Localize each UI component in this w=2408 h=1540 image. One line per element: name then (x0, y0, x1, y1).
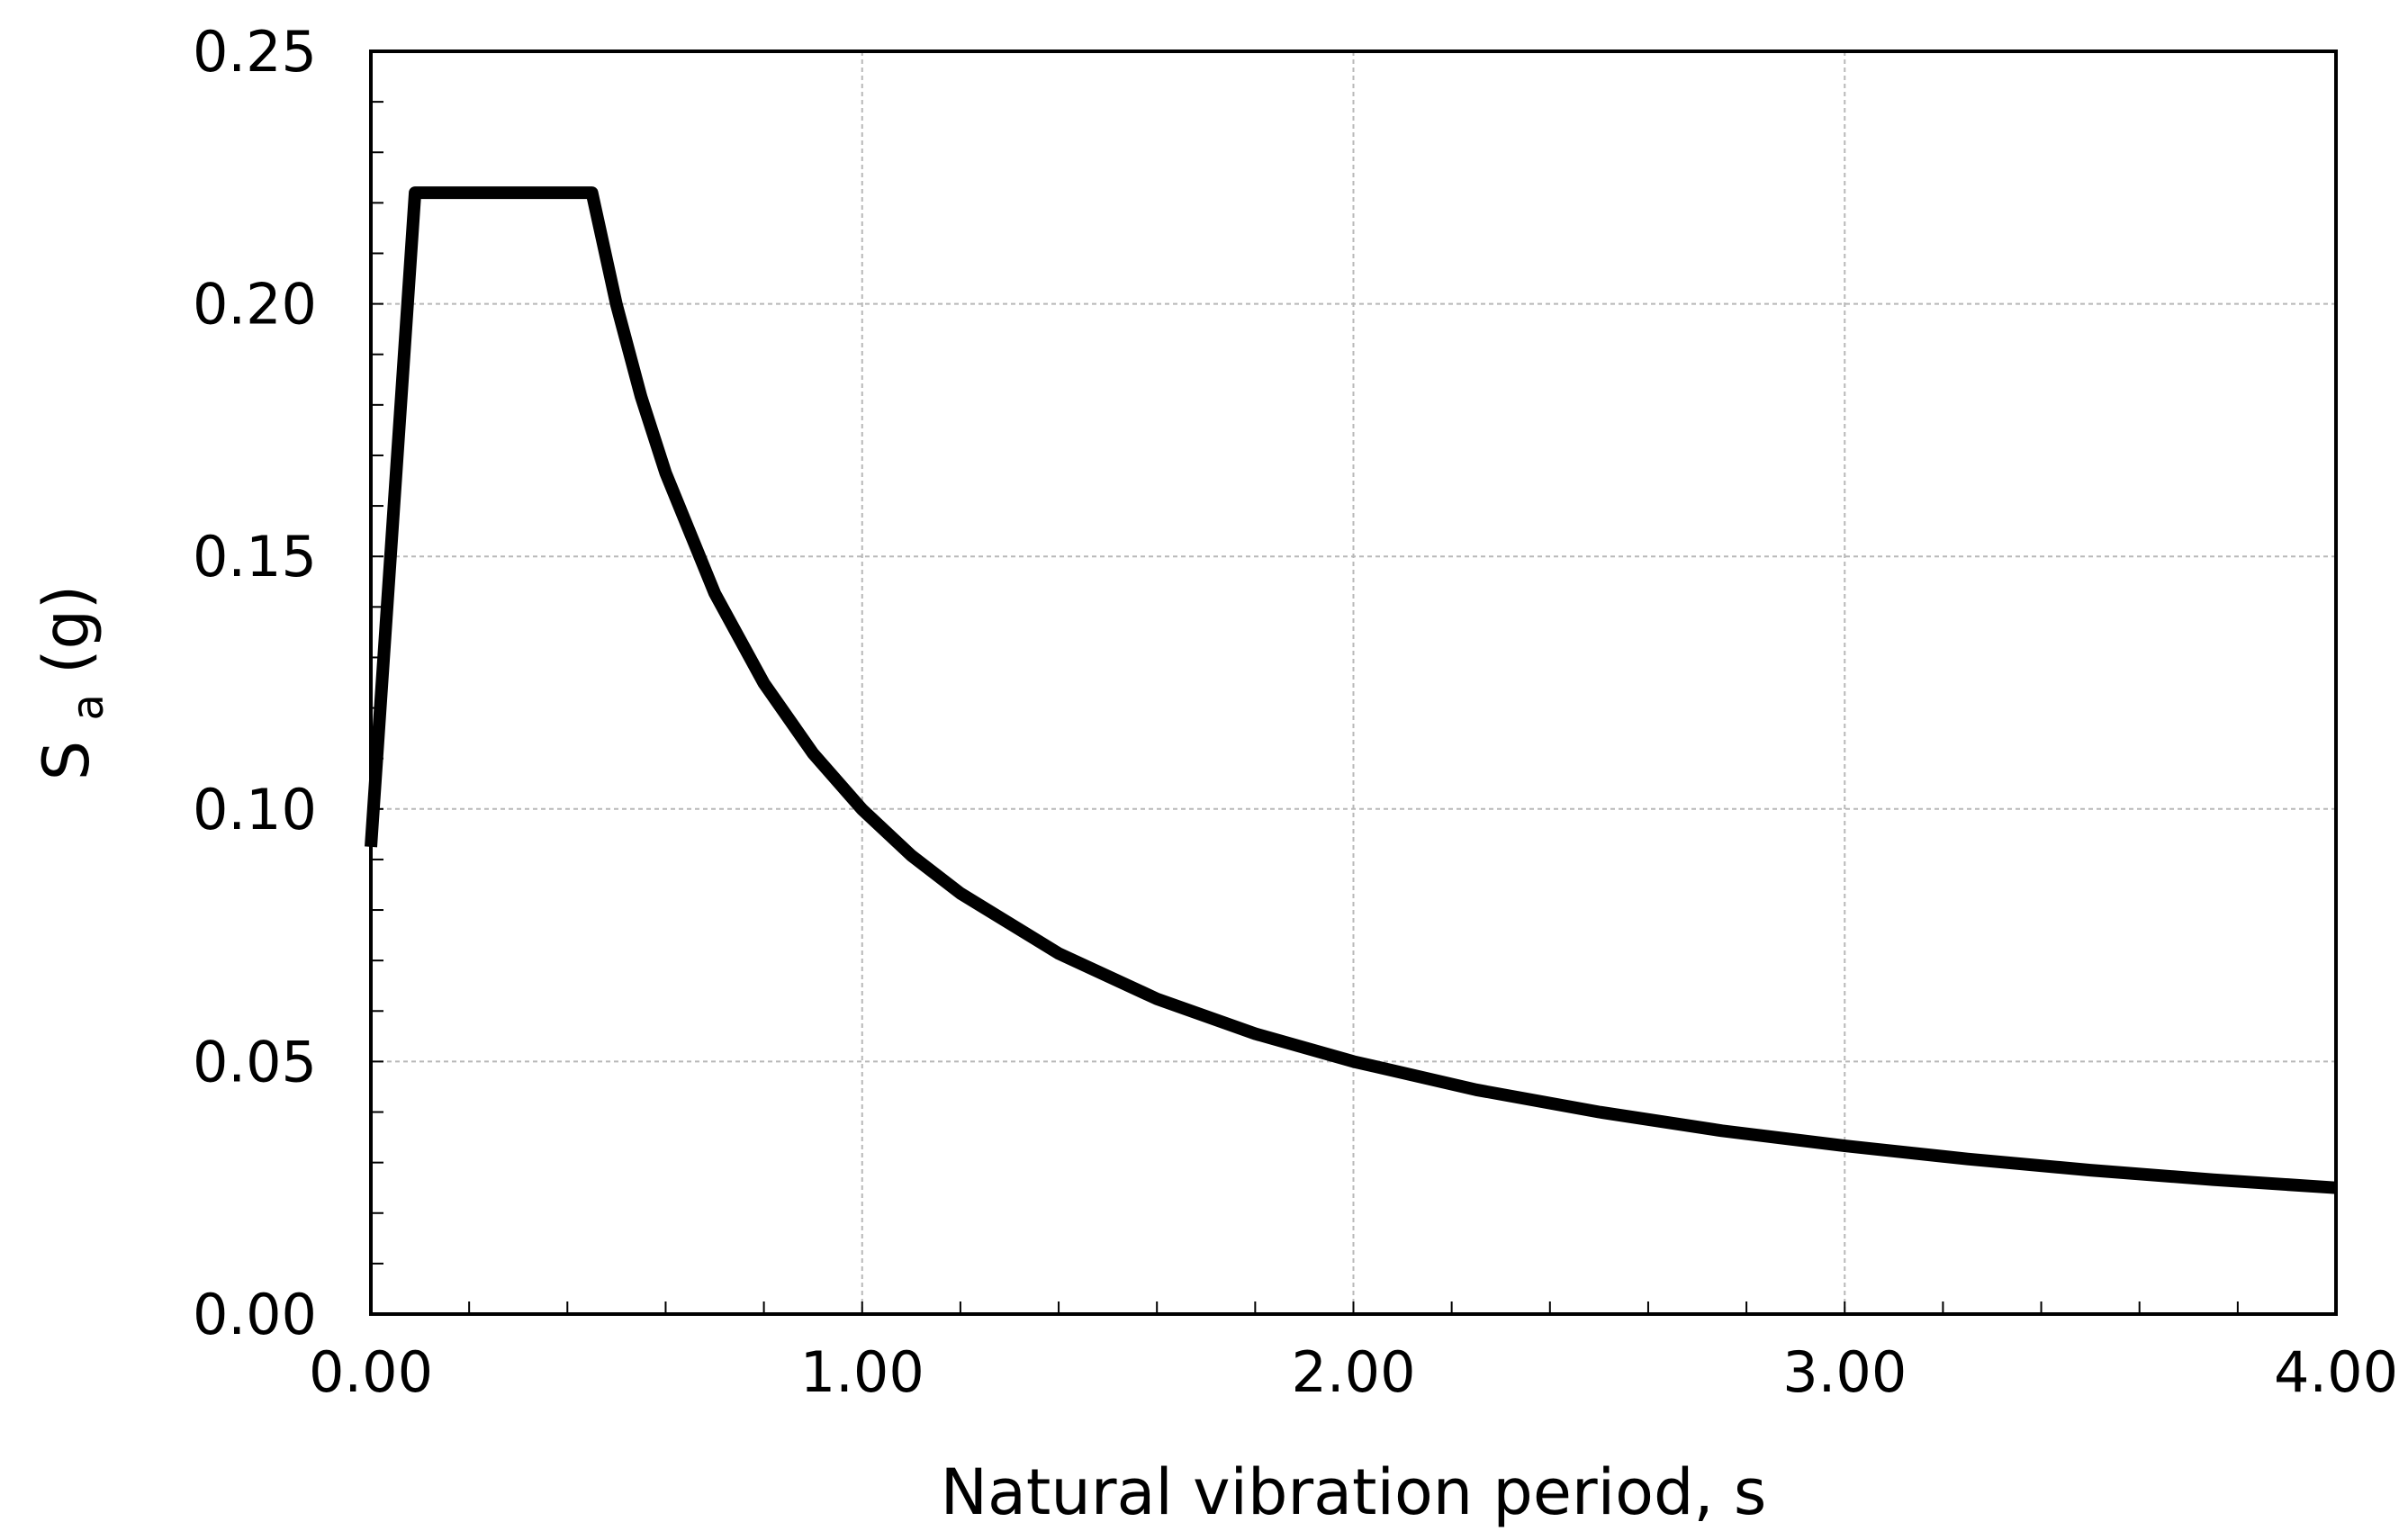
minor-ticks (371, 101, 2239, 1314)
series-layer (365, 186, 2337, 1194)
y-tick-label: 0.05 (193, 1029, 317, 1094)
y-tick-label: 0.10 (193, 777, 317, 842)
tick-labels: 0.00 1.00 2.00 3.00 4.00 0.00 0.05 0.10 0.15 0.20… (193, 19, 2398, 1405)
x-tick-label: 3.00 (1782, 1339, 1907, 1405)
y-tick-label: 0.25 (193, 19, 317, 85)
x-tick-label: 0.00 (309, 1339, 433, 1405)
y-axis-title-subscript: a (63, 694, 113, 720)
y-tick-label: 0.15 (193, 524, 317, 590)
gridlines (371, 51, 2336, 1314)
series-line (365, 186, 2337, 1194)
y-tick-label: 0.00 (193, 1282, 317, 1347)
x-axis-title: Natural vibration period, s (941, 1455, 1767, 1529)
y-axis-title-unit: (g) (30, 585, 104, 674)
y-tick-label: 0.20 (193, 272, 317, 338)
y-axis-title-main: S (30, 741, 104, 780)
x-tick-label: 4.00 (2274, 1339, 2398, 1405)
x-tick-label: 1.00 (800, 1339, 924, 1405)
x-tick-label: 2.00 (1291, 1339, 1415, 1405)
y-axis-title: S a (g) (30, 585, 118, 780)
plot-frame (369, 50, 2338, 1316)
